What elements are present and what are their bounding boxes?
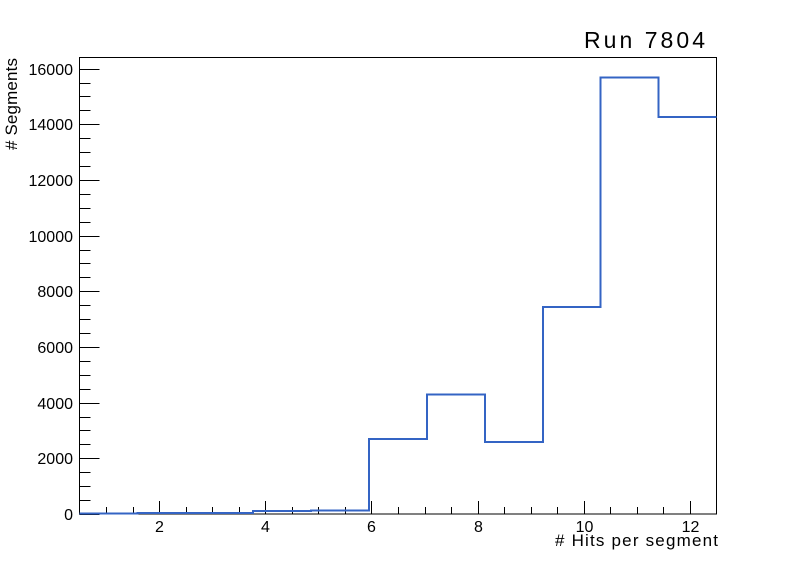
x-tick-label: 4 [261,519,270,536]
x-axis-title: # Hits per segment [555,531,718,550]
y-axis-title: # Segments [2,58,21,150]
y-tick-label: 0 [64,507,73,524]
y-tick-label: 14000 [29,117,74,134]
y-tick-label: 6000 [37,340,73,357]
y-tick-label: 8000 [37,284,73,301]
y-tick-label: 4000 [37,396,73,413]
plot-frame [79,57,717,515]
histogram-line [79,76,717,515]
x-tick-label: 2 [155,519,164,536]
x-tick-label: 8 [474,519,483,536]
y-tick-label: 10000 [29,229,74,246]
x-tick-label: 10 [576,519,594,536]
x-tick-label: 12 [682,519,700,536]
y-tick-label: 16000 [29,62,74,79]
y-tick-label: 12000 [29,173,74,190]
x-tick-label: 6 [367,519,376,536]
y-tick-label: 2000 [37,451,73,468]
chart-title: Run 7804 [584,27,705,53]
